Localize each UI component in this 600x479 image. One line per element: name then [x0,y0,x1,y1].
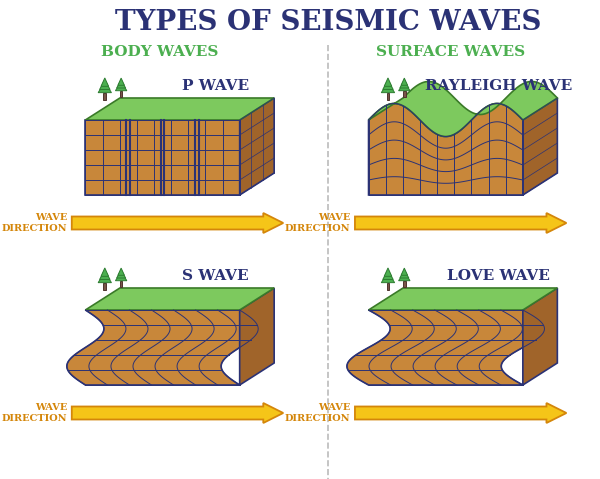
Polygon shape [386,92,389,100]
Polygon shape [98,272,112,283]
Text: SURFACE WAVES: SURFACE WAVES [376,45,525,59]
Text: LOVE WAVE: LOVE WAVE [447,269,550,283]
Polygon shape [401,268,407,275]
Polygon shape [401,78,407,85]
Polygon shape [85,120,239,195]
Polygon shape [368,103,523,195]
Polygon shape [400,270,409,278]
Polygon shape [368,288,557,310]
Polygon shape [115,272,127,281]
Text: P WAVE: P WAVE [182,79,249,93]
FancyArrow shape [72,403,283,423]
Polygon shape [115,82,127,91]
FancyArrow shape [72,213,283,233]
Polygon shape [398,82,410,91]
Polygon shape [383,80,393,90]
Polygon shape [384,268,392,276]
Polygon shape [85,98,274,120]
Polygon shape [383,270,393,280]
Polygon shape [98,82,112,92]
Polygon shape [384,78,392,86]
Polygon shape [239,288,274,385]
Polygon shape [400,80,409,88]
Text: RAYLEIGH WAVE: RAYLEIGH WAVE [425,79,572,93]
Polygon shape [85,288,274,310]
Polygon shape [403,281,406,287]
Polygon shape [120,91,122,97]
FancyArrow shape [355,213,566,233]
Polygon shape [523,98,557,195]
Polygon shape [523,288,557,385]
Polygon shape [103,283,106,290]
Polygon shape [347,310,544,385]
Polygon shape [398,272,410,281]
Text: WAVE
DIRECTION: WAVE DIRECTION [285,213,350,233]
Polygon shape [100,270,110,280]
Text: WAVE
DIRECTION: WAVE DIRECTION [285,403,350,423]
Polygon shape [368,81,557,137]
Polygon shape [382,82,395,92]
Polygon shape [382,272,395,283]
Polygon shape [120,281,122,287]
Polygon shape [386,283,389,290]
Polygon shape [116,270,125,278]
Text: WAVE
DIRECTION: WAVE DIRECTION [2,403,67,423]
Polygon shape [103,92,106,100]
Polygon shape [403,91,406,97]
Text: WAVE
DIRECTION: WAVE DIRECTION [2,213,67,233]
FancyArrow shape [355,403,566,423]
Polygon shape [239,98,274,195]
Text: S WAVE: S WAVE [182,269,249,283]
Polygon shape [67,310,258,385]
Text: TYPES OF SEISMIC WAVES: TYPES OF SEISMIC WAVES [115,9,541,35]
Text: BODY WAVES: BODY WAVES [101,45,218,59]
Polygon shape [118,78,124,85]
Polygon shape [116,80,125,88]
Polygon shape [101,78,109,86]
Polygon shape [100,80,110,90]
Polygon shape [101,268,109,276]
Polygon shape [118,268,124,275]
